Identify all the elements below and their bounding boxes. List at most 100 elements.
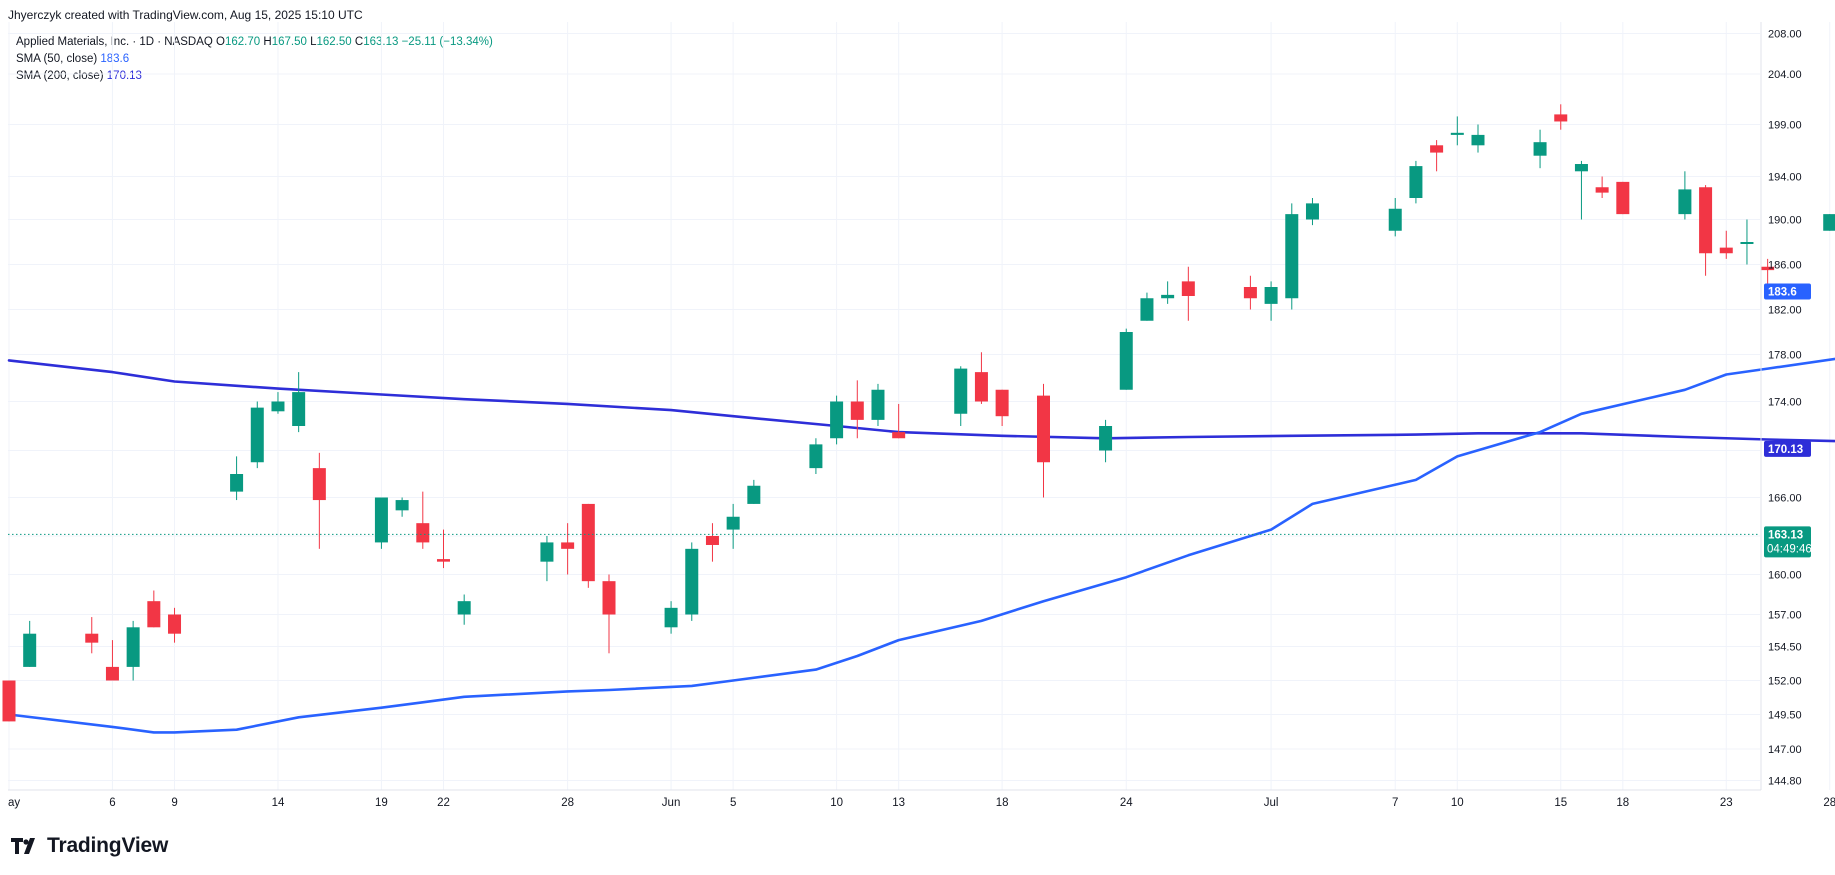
time-tick-label: 10 [830, 797, 843, 809]
candle-body [1761, 266, 1775, 271]
candle [2, 680, 16, 722]
price-tick-label: 186.00 [1768, 260, 1802, 272]
candle-body [2, 680, 16, 722]
tradingview-logo-text: TradingView [47, 834, 169, 857]
candle-body [1554, 114, 1568, 122]
candle-body [250, 407, 264, 463]
sma50-label: SMA (50, close) [16, 53, 98, 65]
time-tick-label: 13 [892, 797, 905, 809]
legend-sma200-row[interactable]: SMA (200, close) 170.13 [16, 68, 493, 85]
candle-body [374, 497, 388, 543]
candle-body [105, 666, 119, 681]
candle [416, 491, 430, 549]
candle-body [726, 516, 740, 530]
candle-body [395, 500, 409, 511]
time-tick-label: 24 [1120, 797, 1133, 809]
legend-symbol-row[interactable]: Applied Materials, Inc. · 1D · NASDAQ O1… [16, 34, 493, 51]
candle-body [85, 633, 99, 643]
candle [726, 503, 740, 549]
candle [1305, 198, 1319, 226]
sma50-price-tag: 183.6 [1764, 283, 1811, 300]
legend-sma50-row[interactable]: SMA (50, close) 183.6 [16, 51, 493, 68]
candle [850, 380, 864, 439]
candle-body [1140, 298, 1154, 321]
chart-legend: Applied Materials, Inc. · 1D · NASDAQ O1… [16, 34, 493, 85]
candle-body [685, 548, 699, 615]
candle-body [1264, 287, 1278, 304]
low-label: L [310, 36, 317, 48]
chart-credit: Jhyerczyk created with TradingView.com, … [8, 8, 363, 22]
last-price-tag-text: 163.13 [1768, 529, 1803, 541]
candle-body [312, 468, 326, 501]
candle-body [1409, 166, 1423, 198]
price-tick-label: 174.00 [1768, 397, 1802, 409]
countdown-tag-text: 04:49:46 [1767, 543, 1812, 555]
candle [250, 401, 264, 469]
candle [292, 372, 306, 433]
candle-body [540, 542, 554, 562]
close-value: 163.13 [363, 36, 399, 48]
tradingview-logo[interactable]: TradingView [11, 834, 168, 858]
price-chart[interactable]: 144.80 147.00 149.50 152.00 154.50 157.00 160.… [0, 0, 1835, 830]
time-tick-label: 28 [1823, 797, 1835, 809]
candle-body [168, 614, 182, 634]
price-tick-label: 199.00 [1768, 120, 1802, 132]
candle [1388, 198, 1402, 237]
candle [1450, 116, 1464, 146]
candle-body [1699, 187, 1713, 254]
candle [1285, 203, 1299, 310]
candle-body [1616, 181, 1630, 215]
candle [1099, 419, 1113, 463]
candle-body [830, 401, 844, 439]
candle [602, 574, 616, 654]
candle [1699, 185, 1713, 276]
candle [974, 352, 988, 404]
candle-body [809, 444, 823, 469]
price-tick-label: 204.00 [1768, 69, 1802, 81]
candle [126, 620, 140, 681]
price-tick-label: 178.00 [1768, 350, 1802, 362]
price-tick-label: 194.00 [1768, 172, 1802, 184]
candle [1678, 171, 1692, 220]
time-tick-label: 18 [1616, 797, 1629, 809]
close-label: C [354, 36, 364, 48]
candle [1595, 176, 1609, 198]
candle [374, 497, 388, 549]
candle-body [1037, 395, 1050, 463]
candle [1554, 104, 1568, 130]
candle [1264, 281, 1278, 321]
candle [1181, 266, 1195, 321]
candle-body [954, 368, 968, 414]
candle-body [892, 432, 906, 439]
candle-body [1181, 281, 1195, 296]
sma50-tag-text: 183.6 [1768, 287, 1797, 299]
candle [664, 601, 678, 634]
price-tick-label: 190.00 [1768, 215, 1802, 227]
candle [395, 497, 409, 517]
candle-body [1099, 426, 1113, 451]
candle [685, 542, 699, 621]
candle [830, 395, 844, 445]
time-axis[interactable]: ay6914192228Jun510131824Jul71015182328Au… [8, 797, 1835, 809]
candle-body [1533, 142, 1547, 156]
candle [1761, 258, 1775, 284]
time-tick-label: 5 [730, 797, 736, 809]
candle [312, 452, 326, 549]
time-tick-label: Jun [662, 797, 681, 809]
candle-body [871, 389, 885, 420]
candle [705, 523, 719, 562]
candle [1616, 181, 1630, 215]
candle [1037, 383, 1050, 498]
sma200-tag-text: 170.13 [1768, 444, 1803, 456]
price-axis[interactable]: 144.80 147.00 149.50 152.00 154.50 157.00 160.… [1768, 29, 1802, 788]
candle [1243, 275, 1257, 310]
candle [1119, 328, 1133, 390]
candle [809, 438, 823, 474]
candle-body [1740, 242, 1754, 244]
candle-body [147, 601, 161, 628]
time-tick-label: 7 [1392, 797, 1398, 809]
candle [892, 403, 906, 439]
sma200-label: SMA (200, close) [16, 70, 104, 82]
candle-body [230, 474, 244, 492]
high-label: H [263, 36, 272, 48]
